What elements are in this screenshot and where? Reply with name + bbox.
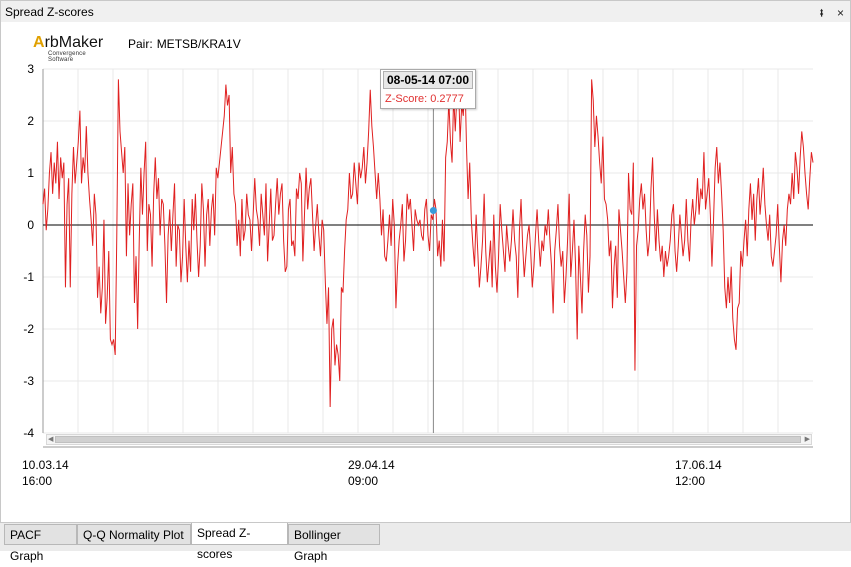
logo-prefix: A [33, 34, 45, 51]
logo-wordmark: ArbMaker [33, 34, 103, 52]
y-tick-label: 2 [27, 114, 34, 128]
x-tick-time: 09:00 [348, 474, 379, 488]
window-titlebar: Spread Z-scores ⭻ × [0, 0, 851, 24]
y-tick-label: 1 [27, 166, 34, 180]
logo-name: rbMaker [44, 34, 104, 51]
y-tick-label: -4 [23, 426, 34, 440]
tooltip-date: 08-05-14 07:00 [383, 71, 473, 89]
scroll-right-icon[interactable]: ▶ [804, 436, 810, 443]
chart-horizontal-scrollbar[interactable]: ◀ ▶ [46, 434, 812, 445]
y-tick-label: -1 [23, 270, 34, 284]
y-tick-label: 3 [27, 62, 34, 76]
y-tick-label: 0 [27, 218, 34, 232]
x-tick-date: 10.03.14 [22, 458, 69, 472]
x-tick-label: 17.06.14 12:00 [675, 457, 722, 489]
tab-bollinger-graph[interactable]: Bollinger Graph [288, 524, 380, 563]
tooltip-value: Z-Score: 0.2777 [385, 93, 464, 105]
tab-qq-normality-plot[interactable]: Q-Q Normality Plot [77, 524, 191, 545]
pair-value: METSB/KRA1V [156, 37, 241, 51]
x-tick-time: 16:00 [22, 474, 53, 488]
tab-spread-zscores[interactable]: Spread Z-scores [191, 523, 288, 561]
x-tick-time: 12:00 [675, 474, 706, 488]
close-icon[interactable]: × [836, 6, 844, 20]
x-tick-label: 29.04.14 09:00 [348, 457, 395, 489]
scroll-left-icon[interactable]: ◀ [48, 436, 54, 443]
hover-tooltip: 08-05-14 07:00 Z-Score: 0.2777 [380, 69, 476, 109]
pair-info: Pair: METSB/KRA1V [128, 37, 245, 51]
x-tick-label: 10.03.14 16:00 [22, 457, 69, 489]
bottom-tab-strip: PACF Graph Q-Q Normality Plot Spread Z-s… [0, 522, 851, 563]
x-tick-date: 17.06.14 [675, 458, 722, 472]
pin-icon[interactable]: ⭻ [819, 6, 824, 20]
chart-grid [43, 68, 813, 434]
tooltip-series-label: Z-Score: [385, 93, 428, 105]
y-tick-label: -3 [23, 374, 34, 388]
logo-tagline: Convergence Software [48, 51, 86, 63]
zscore-series-line [42, 74, 814, 408]
tooltip-zscore: 0.2777 [430, 93, 464, 105]
pair-label: Pair: [128, 37, 153, 51]
hover-point-marker [429, 207, 437, 215]
x-tick-date: 29.04.14 [348, 458, 395, 472]
arbmaker-logo: ArbMaker Convergence Software [33, 34, 113, 63]
y-tick-label: -2 [23, 322, 34, 336]
window-controls: ⭻ × [809, 4, 844, 25]
window-title: Spread Z-scores [5, 5, 94, 19]
tab-pacf-graph[interactable]: PACF Graph [4, 524, 77, 563]
scrollbar-thumb[interactable] [55, 436, 801, 443]
